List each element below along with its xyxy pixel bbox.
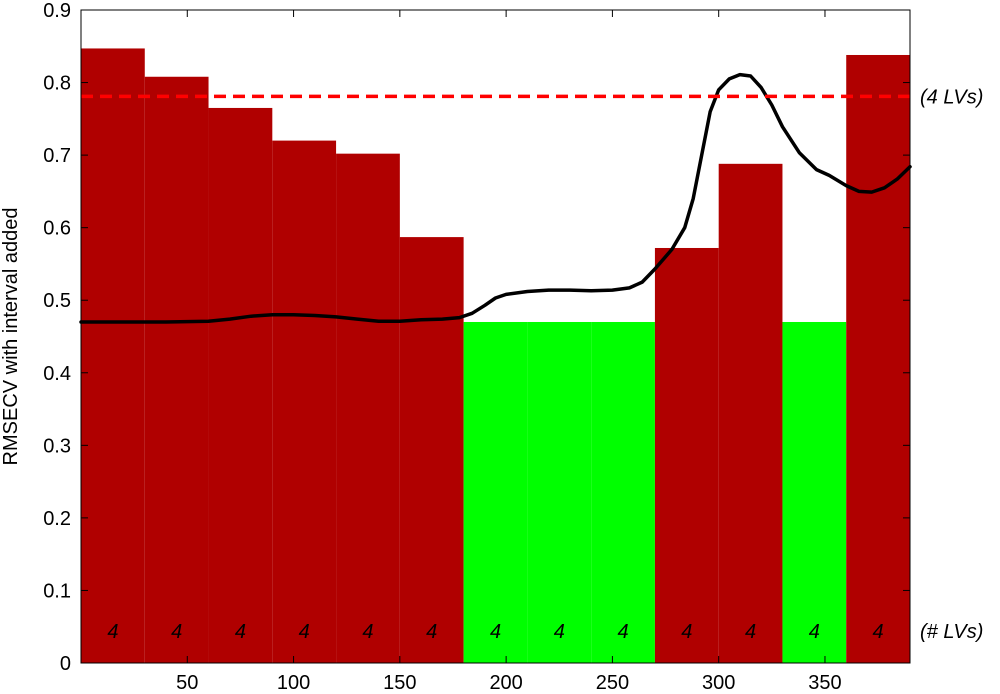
interval-lv-count: 4 xyxy=(299,621,310,643)
interval-bar xyxy=(144,76,209,664)
interval-bars xyxy=(81,48,910,664)
interval-bar xyxy=(208,107,273,663)
selected-interval-bar xyxy=(463,321,528,663)
x-tick-label: 200 xyxy=(489,672,522,694)
y-tick-label: 0.5 xyxy=(43,290,71,312)
y-tick-label: 0.6 xyxy=(43,218,71,240)
interval-lv-count: 4 xyxy=(681,621,692,643)
interval-lv-count: 4 xyxy=(745,621,756,643)
interval-lv-count: 4 xyxy=(426,621,437,643)
y-tick-label: 0.3 xyxy=(43,435,71,457)
interval-bar xyxy=(718,163,783,663)
interval-lv-count: 4 xyxy=(809,621,820,643)
x-tick-label: 50 xyxy=(176,672,198,694)
y-tick-label: 0 xyxy=(60,653,71,675)
interval-bar xyxy=(81,48,145,663)
interval-bar xyxy=(336,153,400,663)
y-axis: 0 0.1 0.2 0.3 0.4 0.5 0.6 0.7 0.8 0.9 xyxy=(43,0,910,675)
interval-lv-count: 4 xyxy=(873,621,884,643)
interval-bar xyxy=(654,247,719,663)
x-tick-label: 250 xyxy=(596,672,629,694)
lv-count-labels: 4 4 4 4 4 4 4 4 4 4 4 4 4 xyxy=(107,621,883,643)
y-tick-label: 0.1 xyxy=(43,580,71,602)
y-tick-label: 0.7 xyxy=(43,145,71,167)
interval-lv-count: 4 xyxy=(235,621,246,643)
interval-bar xyxy=(399,237,464,664)
y-tick-label: 0.4 xyxy=(43,363,71,385)
mean-spectrum-line xyxy=(79,72,912,324)
interval-lv-count: 4 xyxy=(107,621,118,643)
interval-lv-count: 4 xyxy=(490,621,501,643)
selected-interval-bar xyxy=(527,321,592,663)
interval-lv-count: 4 xyxy=(617,621,628,643)
interval-bar xyxy=(272,140,337,664)
y-axis-label: RMSECV with interval added xyxy=(0,208,22,466)
lv-row-label: (# LVs) xyxy=(920,621,983,643)
selected-interval-bar xyxy=(782,321,847,663)
x-tick-label: 150 xyxy=(383,672,416,694)
mean-spectrum-layer xyxy=(79,72,912,324)
interval-bar xyxy=(846,54,910,664)
x-tick-label: 100 xyxy=(277,672,310,694)
x-tick-label: 300 xyxy=(702,672,735,694)
selected-interval-bar xyxy=(591,321,655,663)
y-tick-label: 0.9 xyxy=(43,0,71,22)
plot-frame xyxy=(80,9,911,664)
y-tick-label: 0.2 xyxy=(43,508,71,530)
interval-lv-count: 4 xyxy=(171,621,182,643)
interval-lv-count: 4 xyxy=(362,621,373,643)
x-axis: 50 100 150 200 250 300 350 xyxy=(176,10,842,694)
interval-lv-count: 4 xyxy=(554,621,565,643)
y-tick-label: 0.8 xyxy=(43,73,71,95)
reference-line-label: (4 LVs) xyxy=(920,86,983,108)
x-tick-label: 350 xyxy=(808,672,841,694)
